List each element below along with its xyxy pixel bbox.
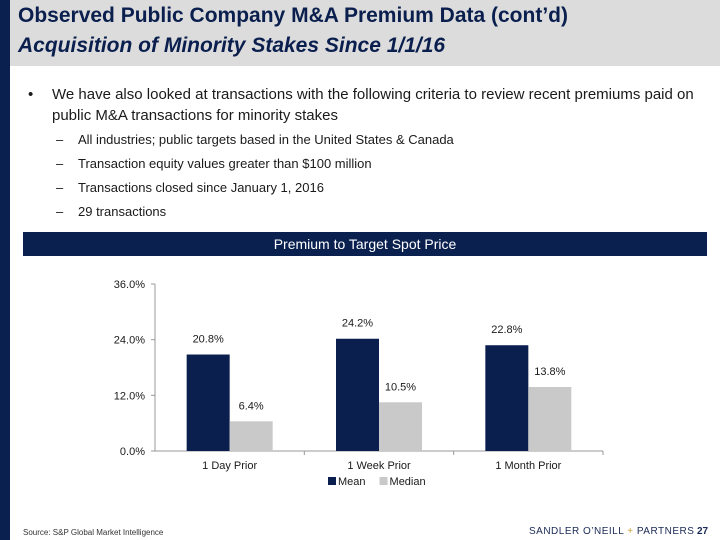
source-note: Source: S&P Global Market Intelligence (23, 528, 164, 537)
legend-swatch-mean (328, 477, 336, 485)
x-tick-label: 1 Month Prior (495, 460, 561, 472)
x-tick-label: 1 Week Prior (347, 460, 411, 472)
premium-bar-chart: 0.0% 12.0% 24.0% 36.0% 20.8% 6.4% 1 Day Prior 2… (114, 279, 604, 488)
dash-icon: – (56, 132, 64, 147)
bar-mean (485, 345, 529, 451)
brand-name-left: SANDLER O’NEILL (529, 526, 624, 537)
dash-icon: – (56, 204, 64, 219)
dash-icon: – (56, 156, 64, 171)
y-tick-label: 36.0% (114, 279, 145, 291)
data-label: 10.5% (385, 381, 416, 393)
sub-bullet-text: 29 transactions (78, 204, 167, 219)
dash-icon: – (56, 180, 64, 195)
legend-swatch-median (379, 477, 388, 485)
bar-median (229, 421, 273, 451)
sub-bullet: – Transactions closed since January 1, 20… (28, 180, 708, 196)
data-label: 20.8% (193, 334, 224, 346)
chart-title-banner: Premium to Target Spot Price (23, 232, 707, 256)
main-bullet-text: We have also looked at transactions with… (52, 86, 694, 124)
bullet-dot-icon: • (28, 86, 34, 103)
page-subtitle: Acquisition of Minority Stakes Since 1/1… (18, 34, 446, 57)
data-label: 13.8% (534, 366, 565, 378)
data-label: 24.2% (342, 318, 373, 330)
bar-median (379, 402, 422, 451)
left-accent-bar (0, 0, 10, 540)
sub-bullet-list: – All industries; public targets based in… (28, 132, 708, 220)
bar-median (528, 386, 572, 451)
y-tick-label: 24.0% (114, 335, 145, 347)
sub-bullet: –29 transactions (28, 204, 708, 220)
sub-bullet: – Transaction equity values greater than … (28, 156, 708, 172)
title-block: Observed Public Company M&A Premium Data… (10, 0, 720, 66)
brand-plus-icon: + (627, 526, 634, 537)
bullet-list: • We have also looked at transactions wi… (28, 84, 708, 228)
sub-bullet-text: Transactions closed since January 1, 201… (78, 180, 324, 195)
main-bullet: • We have also looked at transactions wi… (28, 84, 708, 126)
sub-bullet: – All industries; public targets based in… (28, 132, 708, 148)
legend-label-median: Median (390, 476, 426, 488)
brand-logo-text: SANDLER O’NEILL + PARTNERS (529, 526, 694, 537)
data-label: 6.4% (239, 400, 264, 412)
page-title: Observed Public Company M&A Premium Data… (18, 4, 568, 27)
y-tick-label: 12.0% (114, 390, 145, 402)
sub-bullet-text: All industries; public targets based in … (78, 132, 454, 147)
x-tick-label: 1 Day Prior (202, 460, 257, 472)
y-tick-label: 0.0% (120, 446, 145, 458)
page-number: 27 (697, 526, 709, 537)
legend-label-mean: Mean (338, 476, 366, 488)
bar-mean (186, 354, 230, 451)
data-label: 22.8% (491, 324, 522, 336)
brand-name-right: PARTNERS (636, 526, 695, 537)
sub-bullet-text: Transaction equity values greater than $… (78, 156, 372, 171)
bar-mean (336, 338, 379, 451)
